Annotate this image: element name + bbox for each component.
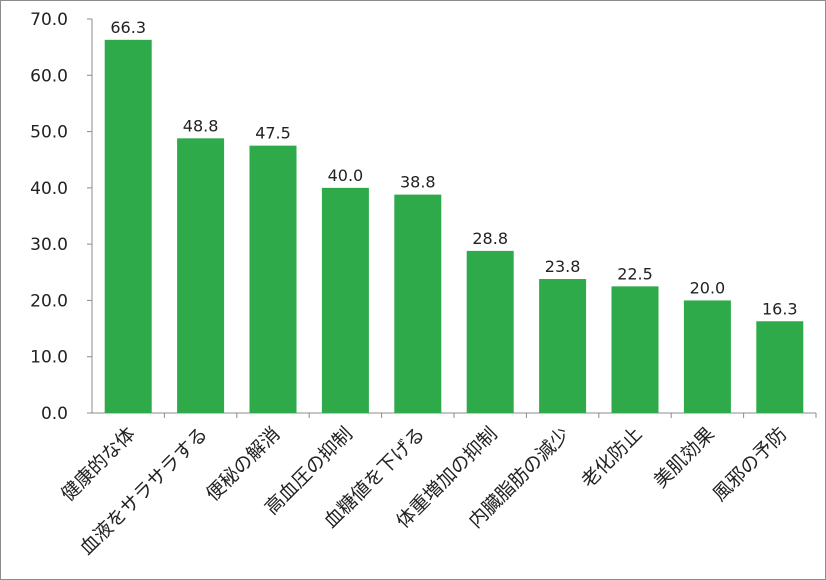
axes: 0.0 10.0 20.0 30.0 40.0 50.0 60.0 70.0	[30, 10, 817, 424]
category-label: 老化防止	[577, 423, 646, 492]
y-tick-label: 70.0	[30, 10, 68, 30]
y-tick-label: 40.0	[30, 179, 68, 199]
category-label: 風邪の予防	[709, 423, 792, 506]
data-label: 20.0	[690, 278, 726, 297]
bar	[683, 300, 731, 413]
category-label: 美肌効果	[650, 423, 719, 492]
data-label: 16.3	[762, 299, 798, 318]
data-label: 48.8	[183, 116, 219, 135]
y-tick-label: 50.0	[30, 123, 68, 143]
data-label: 38.8	[400, 173, 436, 192]
y-tick-label: 0.0	[41, 404, 68, 424]
data-label: 40.0	[328, 166, 364, 185]
y-tick-label: 20.0	[30, 291, 68, 311]
data-label: 23.8	[545, 257, 581, 276]
category-label: 血液をサラサラする	[76, 423, 212, 559]
bar	[177, 138, 225, 413]
data-label: 66.3	[110, 18, 146, 37]
y-tick-label: 10.0	[30, 348, 68, 368]
bar	[539, 279, 587, 413]
bar	[249, 145, 297, 413]
bar	[394, 194, 442, 413]
y-tick-label: 30.0	[30, 235, 68, 255]
data-label: 28.8	[472, 229, 508, 248]
bar	[104, 39, 152, 413]
bars	[104, 39, 804, 413]
data-label: 22.5	[617, 264, 653, 283]
bar	[756, 321, 804, 413]
data-label: 47.5	[255, 124, 291, 143]
y-tick-label: 60.0	[30, 66, 68, 86]
bar	[611, 286, 659, 413]
bar	[321, 187, 369, 413]
bar	[466, 250, 514, 413]
